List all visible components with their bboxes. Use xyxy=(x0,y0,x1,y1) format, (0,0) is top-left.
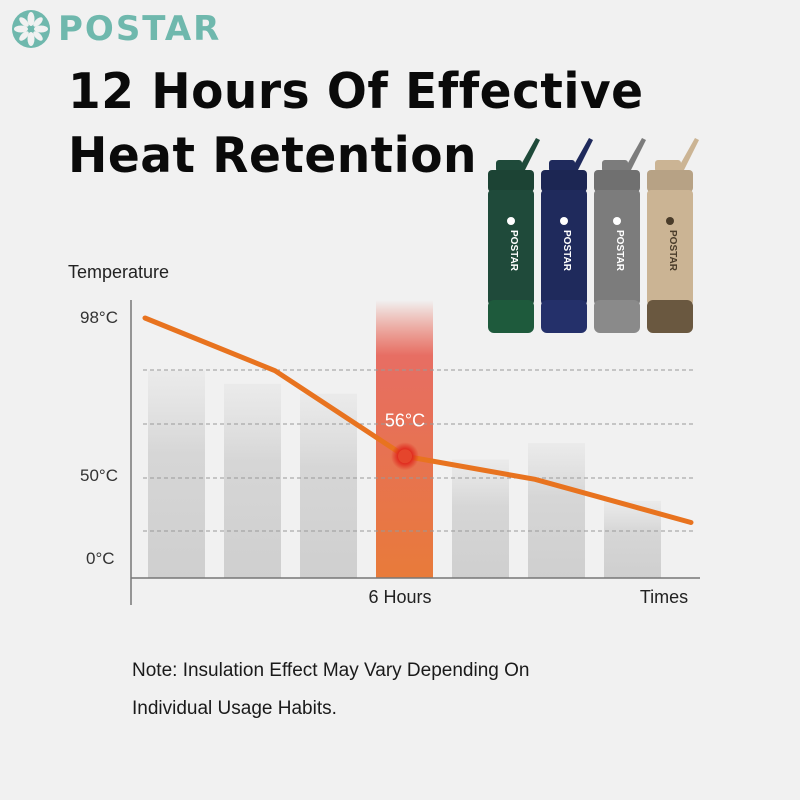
product-bottle: POSTAR xyxy=(541,138,593,333)
y-tick-50: 50°C xyxy=(80,466,118,485)
background-bar xyxy=(452,459,509,578)
bottle-logo: POSTAR xyxy=(508,230,519,272)
headline: 12 Hours Of Effective Heat Retention xyxy=(68,60,644,188)
highlight-point xyxy=(398,449,412,464)
background-bar xyxy=(224,383,281,578)
bottle-logo: POSTAR xyxy=(561,230,572,272)
product-bottle: POSTAR xyxy=(647,138,699,333)
y-axis-label: Temperature xyxy=(68,262,170,282)
note-line-1: Note: Insulation Effect May Vary Dependi… xyxy=(132,660,530,681)
headline-line-1: 12 Hours Of Effective xyxy=(68,63,644,120)
product-bottles-image: POSTAR POSTAR POSTAR POSTAR xyxy=(488,138,699,333)
brand-logo: POSTAR xyxy=(10,8,221,50)
y-tick-98: 98°C xyxy=(80,308,118,327)
y-tick-0: 0°C xyxy=(86,549,115,568)
background-bar xyxy=(604,500,661,578)
x-tick-6-hours: 6 Hours xyxy=(368,587,431,607)
background-bar xyxy=(300,393,357,578)
bottle-logo: POSTAR xyxy=(667,230,678,272)
highlight-bar xyxy=(376,300,433,578)
headline-line-2: Heat Retention xyxy=(68,127,478,184)
background-bar xyxy=(528,443,585,578)
logo-text: POSTAR xyxy=(58,9,222,49)
highlight-label: 56°C xyxy=(385,410,425,430)
product-bottle: POSTAR xyxy=(488,138,540,333)
note-line-2: Individual Usage Habits. xyxy=(132,698,337,719)
temperature-curve xyxy=(142,315,694,525)
highlight-point-halo xyxy=(391,442,419,471)
bottle-logo: POSTAR xyxy=(614,230,625,272)
x-axis-label: Times xyxy=(640,587,688,607)
note: Note: Insulation Effect May Vary Dependi… xyxy=(132,652,529,728)
snowflake-wheel-icon xyxy=(12,10,50,48)
background-bar xyxy=(148,370,205,578)
product-bottle: POSTAR xyxy=(594,138,646,333)
